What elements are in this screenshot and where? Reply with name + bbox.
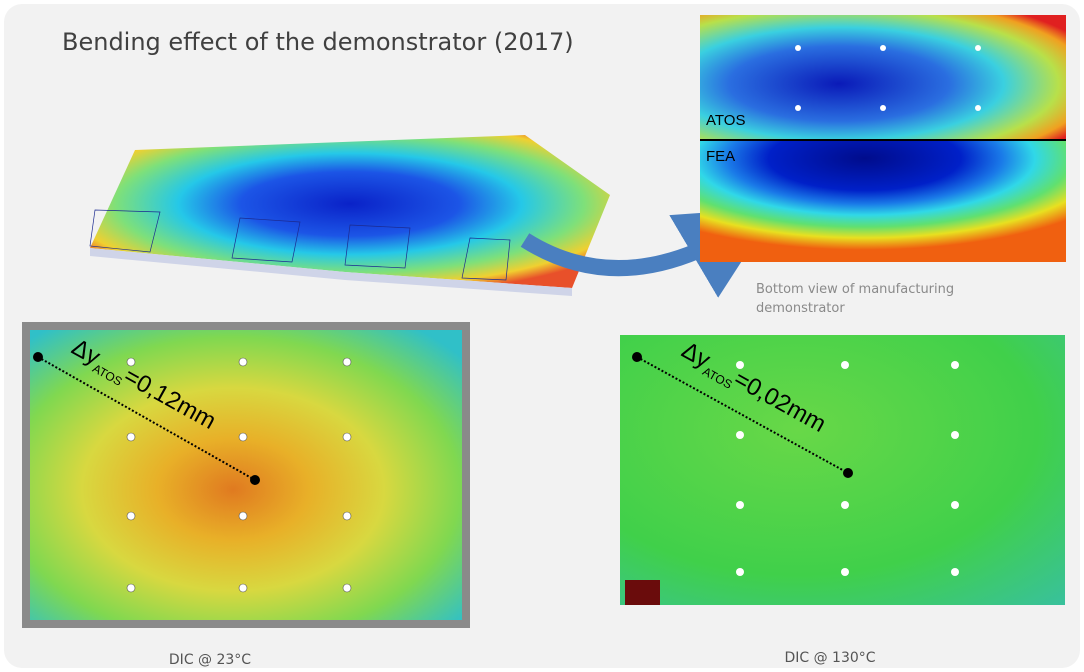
caption-130: DIC @ 130°C xyxy=(784,650,875,666)
caption-box: Bottom view of manufacturing demonstrato… xyxy=(756,280,1036,324)
slide: Bending effect of the demonstrator (2017… xyxy=(0,0,1084,672)
dic-130: ΔyATOS=0,02mm xyxy=(620,335,1065,605)
body: Bending effect of the demonstrator (2017… xyxy=(0,0,1084,672)
page: Bending effect slide {"title": "Bending … xyxy=(0,0,1084,672)
dic-23: ΔyATOS=0,12mm xyxy=(22,322,470,628)
slide-title: Bending effect of the demonstrator (2017… xyxy=(62,28,574,56)
bottom-view-caption: Bottom view of manufacturing demonstrato… xyxy=(756,280,1036,318)
caption-23: DIC @ 23°C xyxy=(169,652,251,668)
top-right-view: ATOS FEA xyxy=(700,15,1066,262)
atos-label: ATOS xyxy=(706,112,745,129)
fea-label: FEA xyxy=(706,148,735,165)
